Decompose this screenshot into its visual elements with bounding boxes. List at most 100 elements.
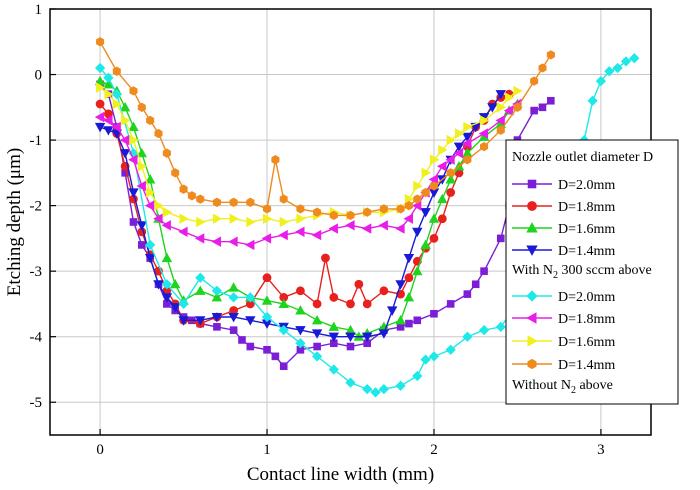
data-point — [228, 292, 239, 303]
data-point — [538, 103, 547, 112]
data-point — [262, 213, 273, 224]
data-point — [94, 122, 106, 133]
series-line — [99, 87, 518, 223]
data-point — [128, 188, 139, 198]
data-point — [454, 128, 465, 139]
legend-entry-8: D=1.4mm — [512, 358, 615, 373]
legend-entries: D=2.0mm D=1.8mm D=1.6mm D=1.4mm D=2.0mm D=1.8… — [512, 178, 615, 373]
data-point — [496, 102, 507, 113]
data-point — [212, 197, 221, 207]
data-point — [138, 241, 146, 249]
data-point — [144, 174, 156, 184]
data-point — [328, 364, 339, 375]
data-point — [271, 155, 280, 165]
data-point — [136, 147, 148, 158]
data-point — [136, 221, 148, 231]
data-point — [446, 168, 455, 178]
data-point — [370, 387, 381, 398]
series-3 — [94, 75, 523, 341]
data-point — [345, 220, 355, 231]
legend-marker — [527, 179, 537, 189]
data-point — [261, 295, 273, 305]
data-point — [178, 298, 189, 310]
legend-marker — [527, 201, 537, 211]
data-point — [295, 305, 306, 315]
legend-entry-5: D=2.0mm — [512, 290, 615, 305]
data-point — [94, 111, 105, 123]
data-point — [546, 50, 555, 60]
data-point — [146, 115, 155, 126]
data-point — [329, 292, 339, 302]
data-point — [278, 229, 288, 241]
data-point — [420, 208, 431, 218]
data-point — [211, 292, 223, 302]
data-point — [413, 316, 422, 325]
data-point — [119, 149, 131, 159]
legend-label: D=1.8mm — [558, 312, 615, 327]
legend-label: D=1.6mm — [558, 222, 615, 237]
data-point — [196, 216, 206, 228]
data-point — [495, 90, 506, 100]
data-point — [487, 103, 498, 113]
data-point — [104, 88, 114, 100]
data-point — [436, 161, 447, 172]
data-point — [513, 102, 522, 112]
data-point — [261, 233, 272, 244]
data-point — [229, 197, 238, 207]
series-line — [99, 41, 552, 217]
data-point — [395, 223, 405, 234]
x-tick-label: 1 — [263, 442, 271, 458]
data-point — [145, 239, 156, 251]
legend-label: D=1.8mm — [558, 200, 615, 215]
data-point — [295, 338, 306, 349]
x-axis-title: Contact line width (mm) — [247, 464, 434, 485]
data-point — [196, 194, 205, 204]
data-point — [612, 62, 623, 74]
data-point — [103, 72, 114, 83]
data-point — [413, 194, 422, 204]
data-point — [171, 168, 180, 178]
data-point — [261, 311, 273, 323]
data-point — [438, 144, 448, 156]
data-point — [405, 319, 413, 328]
data-point — [311, 329, 323, 339]
data-point — [378, 220, 388, 231]
data-point — [403, 254, 415, 264]
data-point — [312, 299, 322, 309]
legend-label: D=1.4mm — [558, 244, 615, 259]
legend-label: D=1.6mm — [558, 335, 615, 350]
data-point — [146, 187, 156, 198]
y-axis-title-main: Etching depth ( — [4, 179, 25, 296]
data-point — [446, 300, 455, 308]
legend-entry-2: D=1.8mm — [512, 200, 615, 215]
data-point — [212, 213, 223, 224]
data-point — [95, 99, 105, 109]
data-point — [403, 213, 414, 224]
data-point — [420, 239, 431, 249]
data-point — [161, 293, 173, 303]
data-point — [595, 75, 607, 87]
data-point — [278, 324, 289, 336]
data-point — [119, 101, 131, 112]
data-point — [136, 180, 146, 192]
x-tick-label: 2 — [430, 442, 438, 458]
data-point — [211, 285, 223, 296]
legend-label: D=2.0mm — [558, 290, 615, 305]
data-point — [154, 200, 164, 211]
data-point — [296, 204, 305, 214]
data-point — [479, 141, 489, 152]
data-point — [111, 121, 121, 133]
data-point — [103, 126, 114, 136]
data-point — [313, 342, 321, 351]
x-tick-label: 3 — [597, 442, 605, 458]
legend-with-n2-post: 300 sccm above — [558, 263, 652, 278]
data-point — [195, 285, 206, 295]
data-point — [471, 280, 480, 289]
y-tick-label: 0 — [35, 68, 43, 84]
series-8 — [96, 37, 555, 221]
data-point — [346, 210, 355, 221]
data-point — [179, 213, 189, 224]
data-point — [178, 316, 189, 326]
data-point — [295, 226, 305, 238]
y-axis-title-unit: μm — [4, 154, 25, 179]
